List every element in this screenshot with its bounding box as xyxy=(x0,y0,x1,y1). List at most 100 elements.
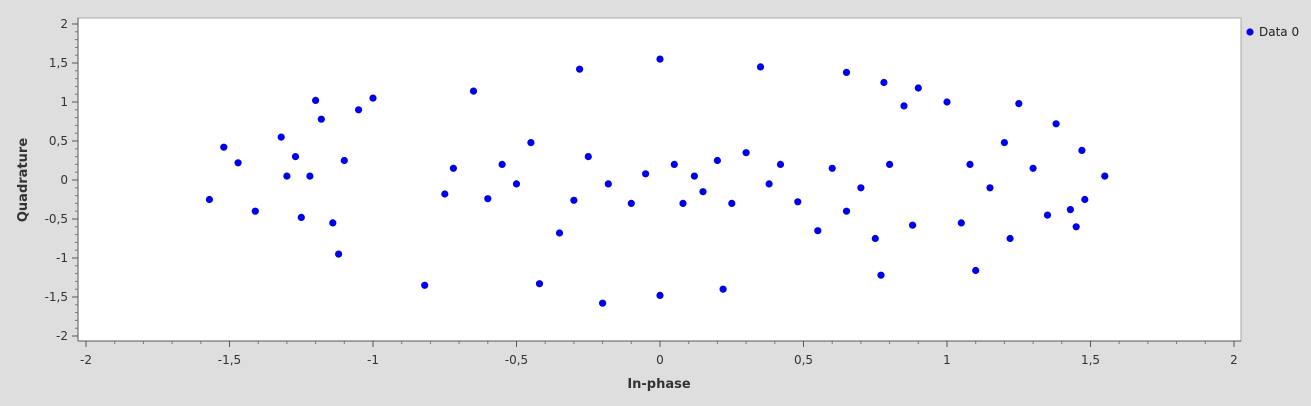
data-point xyxy=(441,190,449,198)
y-tick-label: -0,5 xyxy=(45,212,68,226)
data-point xyxy=(1029,164,1037,172)
data-point xyxy=(1000,139,1009,147)
data-point xyxy=(234,159,242,167)
data-point xyxy=(317,115,325,123)
plot-area xyxy=(77,17,1242,342)
data-point xyxy=(527,139,535,147)
x-tick-label: 0,5 xyxy=(794,353,813,367)
data-point xyxy=(251,207,259,215)
data-point xyxy=(570,196,578,204)
data-point xyxy=(670,160,678,168)
data-point xyxy=(329,219,337,227)
y-tick-label: 0 xyxy=(60,173,68,187)
data-point xyxy=(1006,234,1014,243)
data-point xyxy=(886,160,894,168)
data-point xyxy=(306,172,314,180)
x-tick-label: 0 xyxy=(656,353,664,367)
data-point xyxy=(656,291,664,299)
data-point xyxy=(297,213,305,221)
data-point xyxy=(719,285,727,293)
data-point xyxy=(656,55,664,63)
x-tick-label: -2 xyxy=(80,353,92,367)
data-point xyxy=(291,153,300,161)
x-axis-title: In-phase xyxy=(627,377,691,392)
data-point xyxy=(943,98,951,106)
data-point xyxy=(449,164,457,172)
data-point xyxy=(484,195,492,203)
data-point xyxy=(627,199,635,207)
x-axis: -2 -1,5 -1 -0,5 0 0,5 1 1,5 2 xyxy=(78,340,1241,367)
data-point xyxy=(1043,211,1052,219)
data-point xyxy=(584,153,592,161)
y-tick-label: 0,5 xyxy=(49,134,68,148)
data-point xyxy=(369,94,377,102)
data-point xyxy=(880,78,888,87)
data-point xyxy=(469,87,478,95)
data-point xyxy=(576,65,584,73)
data-point xyxy=(765,180,773,188)
data-point xyxy=(283,172,291,180)
data-point xyxy=(498,160,506,168)
data-point xyxy=(814,227,822,235)
data-point xyxy=(340,156,348,165)
y-tick-label: 2 xyxy=(60,17,68,31)
y-tick-label: 1 xyxy=(60,95,68,109)
data-point xyxy=(535,280,544,288)
data-point xyxy=(1101,172,1109,180)
data-points xyxy=(205,55,1109,307)
x-tick-label: -1,5 xyxy=(218,353,241,367)
data-point xyxy=(277,133,285,141)
data-point xyxy=(842,207,851,215)
data-point xyxy=(421,281,429,289)
x-tick-label: -0,5 xyxy=(505,353,528,367)
x-tick-label: 1,5 xyxy=(1081,353,1100,367)
data-point xyxy=(1081,195,1089,204)
data-point xyxy=(690,172,699,180)
data-point xyxy=(312,96,320,104)
y-tick-label: -1 xyxy=(56,251,68,265)
data-point xyxy=(857,184,865,192)
data-point xyxy=(842,68,851,76)
data-point xyxy=(713,156,722,165)
y-axis: 2 1,5 1 0,5 0 -0,5 -1 -1,5 -2 xyxy=(45,17,79,343)
legend-label: Data 0 xyxy=(1259,25,1299,39)
data-point xyxy=(877,271,885,279)
x-tick-label: 2 xyxy=(1230,353,1238,367)
data-point xyxy=(957,219,965,227)
y-tick-label: 1,5 xyxy=(49,56,68,70)
data-point xyxy=(512,180,521,188)
data-point xyxy=(966,160,974,168)
data-point xyxy=(1078,146,1086,154)
data-point xyxy=(1015,100,1023,108)
y-tick-label: -1,5 xyxy=(45,290,68,304)
y-axis-title: Quadrature xyxy=(16,138,31,222)
data-point xyxy=(742,149,750,157)
data-point xyxy=(871,234,879,243)
data-point xyxy=(1052,120,1060,128)
x-tick-label: -1 xyxy=(367,353,379,367)
legend-marker-icon xyxy=(1246,28,1254,36)
legend[interactable]: Data 0 xyxy=(1246,25,1299,39)
data-point xyxy=(599,299,607,307)
data-point xyxy=(756,63,765,71)
data-point xyxy=(909,221,917,229)
data-point xyxy=(1066,206,1074,214)
data-point xyxy=(828,164,836,172)
data-point xyxy=(555,229,564,237)
data-point xyxy=(604,180,612,188)
data-point xyxy=(699,188,707,196)
data-point xyxy=(355,106,363,114)
data-point xyxy=(1072,223,1080,231)
data-point xyxy=(794,198,802,206)
data-point xyxy=(220,143,228,151)
data-point xyxy=(205,195,213,204)
data-point xyxy=(776,160,785,168)
data-point xyxy=(728,199,736,207)
data-point xyxy=(335,250,343,258)
x-tick-label: 1 xyxy=(943,353,951,367)
data-point xyxy=(900,102,908,110)
data-point xyxy=(914,84,922,92)
data-point xyxy=(642,170,650,178)
data-point xyxy=(679,199,687,207)
